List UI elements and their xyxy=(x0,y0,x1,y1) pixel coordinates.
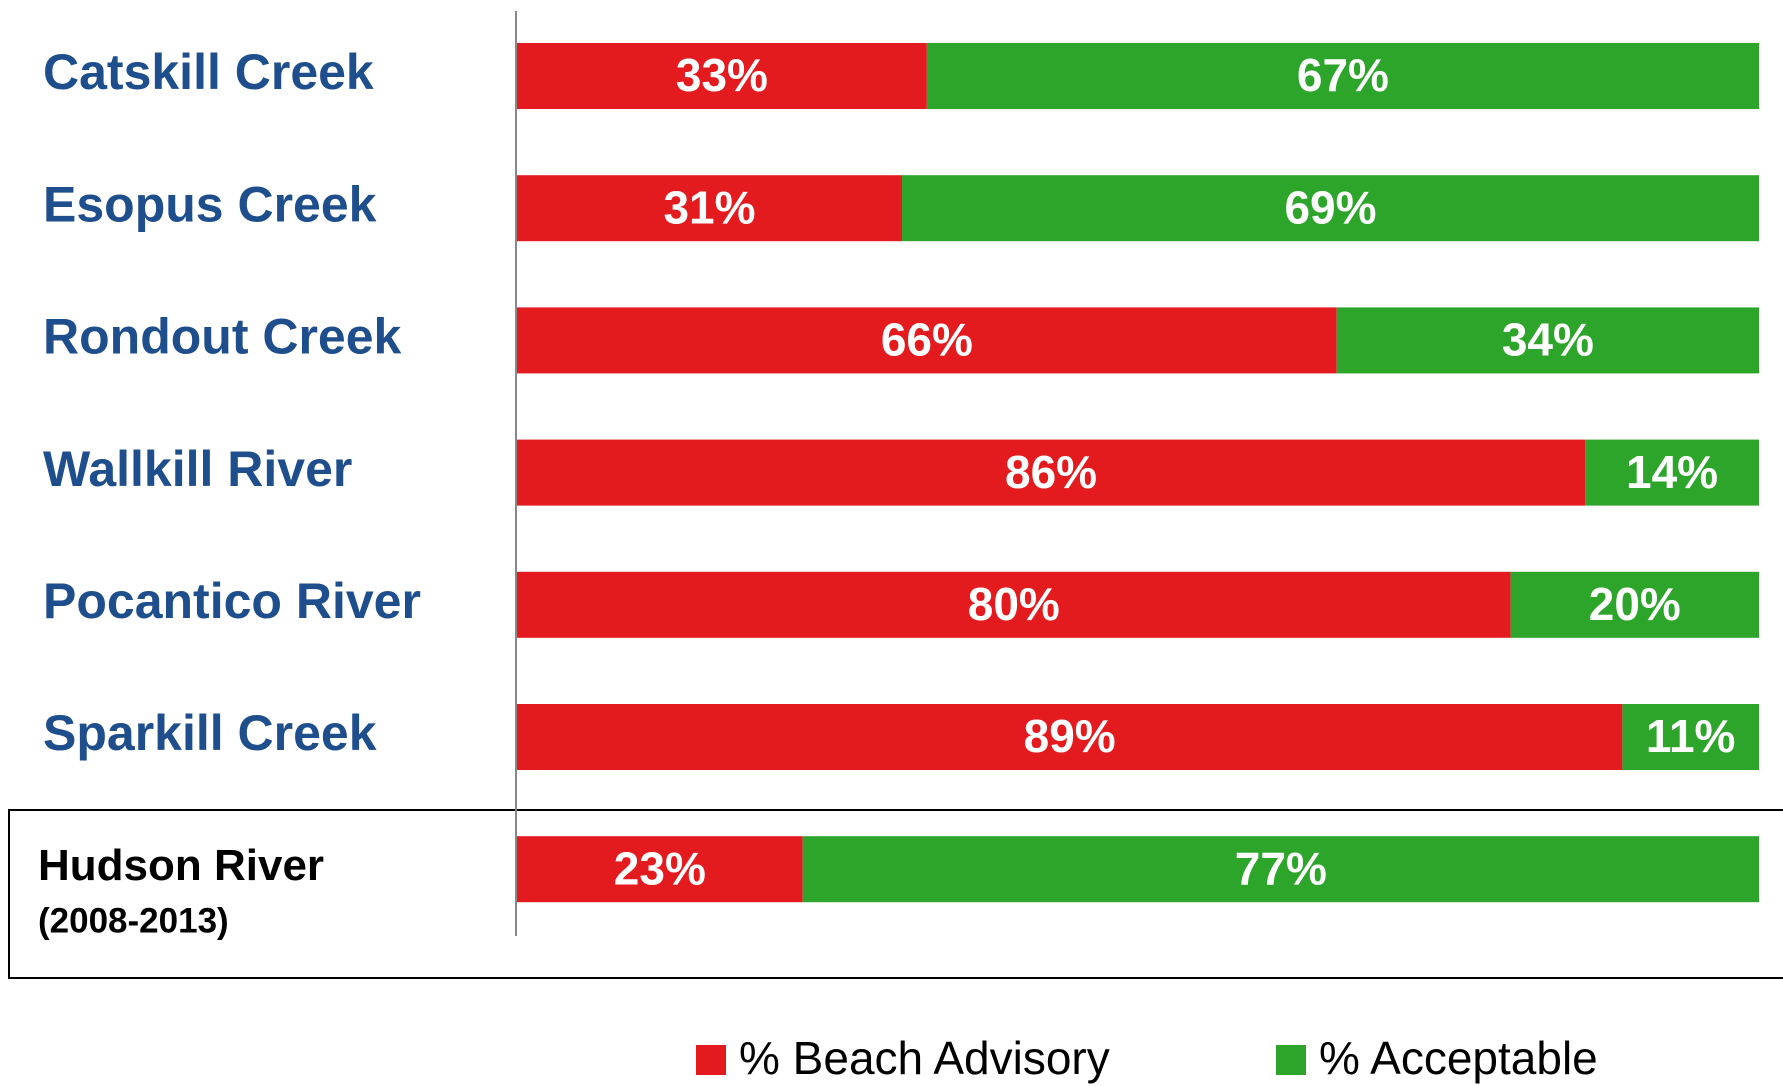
value-label: 86% xyxy=(1005,446,1097,498)
bar-segment xyxy=(517,836,803,903)
legend-label: % Acceptable xyxy=(1319,1032,1598,1084)
category-label: Hudson River xyxy=(38,841,324,890)
bar-segment xyxy=(1336,307,1759,374)
value-label: 77% xyxy=(1235,842,1327,894)
bar-segment xyxy=(517,175,903,242)
bar-segment xyxy=(517,43,927,109)
value-label: 34% xyxy=(1502,314,1594,366)
category-label: Wallkill River xyxy=(43,441,352,497)
value-label: 80% xyxy=(968,578,1060,630)
legend-swatch xyxy=(1276,1045,1306,1075)
highlight-box xyxy=(8,809,1783,979)
bar-segment xyxy=(1585,439,1759,506)
value-label: 31% xyxy=(663,181,755,233)
category-label: Pocantico River xyxy=(43,573,421,629)
value-label: 23% xyxy=(614,842,706,894)
bar-segment xyxy=(802,836,1759,903)
value-label: 14% xyxy=(1626,446,1718,498)
category-label: Esopus Creek xyxy=(43,176,377,232)
bar-segment xyxy=(926,43,1759,109)
bar-segment xyxy=(517,307,1337,374)
value-label: 33% xyxy=(676,49,768,101)
bar-segment xyxy=(1510,571,1759,638)
value-label: 69% xyxy=(1284,181,1376,233)
annotation: (2008-2013) xyxy=(38,901,229,940)
category-label: Rondout Creek xyxy=(43,309,402,365)
bar-segment xyxy=(902,175,1759,242)
bar-segment xyxy=(517,571,1511,638)
bar-segment xyxy=(517,439,1586,506)
category-label: Sparkill Creek xyxy=(43,705,377,761)
category-label: Catskill Creek xyxy=(43,44,374,100)
value-label: 66% xyxy=(881,314,973,366)
legend-label: % Beach Advisory xyxy=(739,1032,1110,1084)
legend-swatch xyxy=(696,1045,726,1075)
value-label: 20% xyxy=(1589,578,1681,630)
bar-segment xyxy=(1622,704,1759,770)
value-label: 11% xyxy=(1646,710,1736,762)
value-label: 67% xyxy=(1297,49,1389,101)
value-label: 89% xyxy=(1024,710,1116,762)
bar-segment xyxy=(517,704,1623,770)
